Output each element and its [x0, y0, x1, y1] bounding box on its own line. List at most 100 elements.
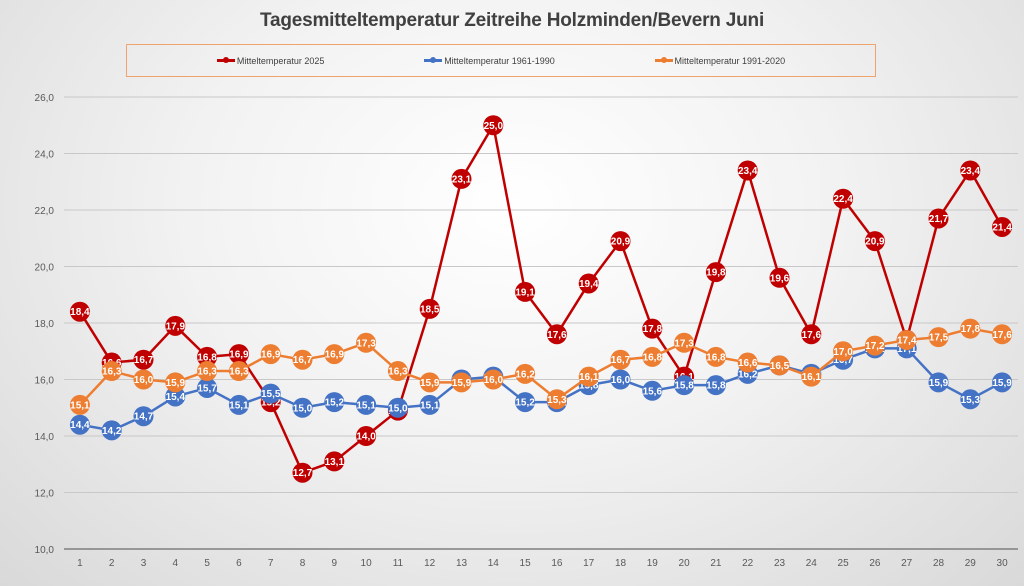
series-line: [79, 347, 1003, 432]
data-point: [960, 318, 981, 339]
data-point: [292, 397, 313, 418]
data-label: 17,2: [865, 341, 885, 352]
legend-swatch-1991-2020: [654, 57, 673, 63]
x-tick-label: 12: [424, 558, 436, 569]
data-label: 13,1: [325, 457, 345, 468]
data-label: 15,8: [706, 381, 726, 392]
data-label: 15,2: [515, 398, 535, 409]
data-label: 16,9: [325, 350, 345, 361]
data-label: 15,9: [452, 378, 472, 389]
x-tick-label: 9: [332, 558, 338, 569]
data-point: [864, 231, 885, 252]
legend-label-1991-2020: Mitteltemperatur 1991-2020: [674, 55, 786, 66]
data-point: [324, 451, 345, 472]
data-label: 17,0: [833, 347, 853, 358]
data-point: [292, 462, 313, 483]
data-label: 18,4: [70, 307, 90, 318]
data-point: [642, 380, 663, 401]
data-point: [769, 267, 790, 288]
x-tick-label: 22: [742, 558, 754, 569]
x-axis: 1 2 3 4 5 6 7 8 9 10 11 12 13 14 15 16 17 18 19 20 21 22 23 24 2…: [77, 558, 1008, 569]
data-label: 15,9: [929, 378, 949, 389]
data-label: 16,9: [261, 350, 281, 361]
data-label: 17,6: [547, 330, 567, 341]
data-point: [737, 160, 758, 181]
data-point: [133, 369, 154, 390]
x-tick-label: 16: [551, 558, 563, 569]
x-tick-label: 1: [77, 558, 83, 569]
y-tick-label: 14,0: [35, 432, 55, 443]
data-point: [864, 335, 885, 356]
chart-title: Tagesmitteltemperatur Zeitreihe Holzmind…: [259, 10, 765, 31]
x-tick-label: 14: [488, 558, 500, 569]
data-point: [69, 301, 90, 322]
data-label: 16,8: [643, 352, 663, 363]
x-tick-label: 27: [901, 558, 913, 569]
data-point: [260, 344, 281, 365]
x-tick-label: 11: [393, 558, 404, 569]
data-point: [228, 344, 249, 365]
data-point: [578, 366, 599, 387]
data-point: [419, 372, 440, 393]
y-tick-label: 26,0: [35, 93, 55, 104]
data-label: 16,3: [388, 367, 408, 378]
data-point: [69, 414, 90, 435]
data-label: 19,4: [579, 279, 599, 290]
data-label: 16,9: [229, 350, 249, 361]
data-point: [451, 372, 472, 393]
data-label: 20,9: [611, 237, 631, 248]
data-label: 15,1: [356, 400, 376, 411]
data-label: 25,0: [484, 121, 504, 132]
y-tick-label: 16,0: [35, 376, 55, 387]
x-tick-label: 19: [647, 558, 659, 569]
data-point: [801, 366, 822, 387]
data-point: [705, 262, 726, 283]
data-label: 16,3: [229, 367, 249, 378]
data-point: [419, 298, 440, 319]
data-point: [992, 216, 1013, 237]
data-point: [165, 315, 186, 336]
x-tick-label: 5: [204, 558, 210, 569]
legend-swatch-2025: [216, 57, 235, 63]
data-label: 15,0: [388, 403, 408, 414]
data-label: 16,8: [706, 352, 726, 363]
data-label: 15,8: [674, 381, 694, 392]
data-point: [356, 394, 377, 415]
data-point: [515, 392, 536, 413]
x-tick-label: 13: [456, 558, 468, 569]
data-label: 16,1: [579, 372, 599, 383]
data-label: 15,1: [229, 400, 249, 411]
data-point: [642, 346, 663, 367]
data-label: 17,6: [802, 330, 822, 341]
data-point: [515, 363, 536, 384]
data-label: 15,7: [197, 383, 217, 394]
data-label: 15,9: [166, 378, 186, 389]
data-point: [483, 369, 504, 390]
data-point: [642, 318, 663, 339]
data-label: 15,2: [325, 398, 345, 409]
data-point: [292, 349, 313, 370]
data-point: [356, 426, 377, 446]
legend-item-1991-2020: Mitteltemperatur 1991-2020: [654, 55, 786, 66]
legend: Mitteltemperatur 2025 Mitteltemperatur 1…: [126, 44, 876, 77]
data-label: 23,4: [738, 166, 758, 177]
data-label: 14,7: [134, 412, 154, 423]
data-label: 17,4: [897, 335, 917, 346]
data-point: [69, 394, 90, 415]
x-tick-label: 29: [965, 558, 977, 569]
data-label: 15,5: [261, 389, 281, 400]
data-point: [960, 160, 981, 181]
data-label: 23,4: [961, 166, 981, 177]
data-label: 16,0: [134, 375, 154, 386]
data-label: 15,4: [166, 392, 186, 403]
x-tick-label: 8: [300, 558, 306, 569]
data-label: 16,0: [484, 375, 504, 386]
data-label: 15,3: [547, 395, 567, 406]
data-label: 16,3: [102, 367, 122, 378]
data-label: 17,8: [643, 324, 663, 335]
data-label: 21,7: [929, 214, 949, 225]
data-point: [578, 273, 599, 294]
x-tick-label: 20: [679, 558, 691, 569]
data-label: 19,8: [706, 268, 726, 279]
